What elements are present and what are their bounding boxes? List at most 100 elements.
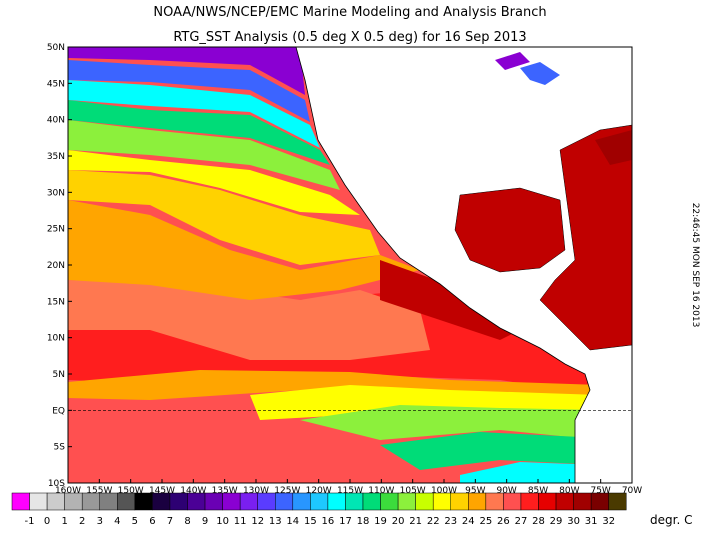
lat-label: 40N <box>47 116 65 126</box>
lon-label: 75W <box>590 486 610 496</box>
lat-label: 50N <box>47 43 65 53</box>
timestamp: 22:46:45 MON SEP 16 2013 <box>690 203 700 328</box>
colorbar-label: 19 <box>374 516 387 527</box>
colorbar-label: 12 <box>251 516 264 527</box>
colorbar-box <box>117 492 136 511</box>
lon-label: 70W <box>622 486 642 496</box>
colorbar-box <box>292 492 311 511</box>
colorbar-label: 14 <box>286 516 299 527</box>
colorbar-label: 25 <box>479 516 492 527</box>
colorbar-box <box>310 492 329 511</box>
colorbar-box <box>152 492 171 511</box>
lon-label: 120W <box>306 486 332 496</box>
lon-label: 155W <box>86 486 112 496</box>
colorbar-label: 17 <box>339 516 352 527</box>
lat-label: 10N <box>47 334 65 344</box>
lon-label: 150W <box>118 486 144 496</box>
lon-label: 85W <box>528 486 548 496</box>
colorbar-label: 27 <box>515 516 528 527</box>
colorbar-label: 4 <box>114 516 120 527</box>
lon-label: 110W <box>368 486 394 496</box>
colorbar-box <box>204 492 223 511</box>
colorbar-box <box>432 492 452 511</box>
lat-label: 20N <box>47 261 65 271</box>
colorbar-label: 31 <box>585 516 598 527</box>
colorbar-box <box>11 492 30 511</box>
colorbar-box <box>46 492 65 511</box>
colorbar-box <box>134 492 153 511</box>
colorbar-label: 9 <box>202 516 208 527</box>
colorbar-label: 11 <box>234 516 247 527</box>
colorbar-box <box>503 492 522 511</box>
colorbar-box <box>415 492 434 511</box>
colorbar-box <box>538 492 557 511</box>
colorbar-label: 7 <box>167 516 173 527</box>
lon-label: 135W <box>212 486 238 496</box>
colorbar-label: 29 <box>550 516 563 527</box>
lat-label: 45N <box>47 79 65 89</box>
subtitle: RTG_SST Analysis (0.5 deg X 0.5 deg) for… <box>173 30 526 45</box>
colorbar-box <box>275 492 294 511</box>
lat-label: 25N <box>47 225 65 235</box>
colorbar-label: 3 <box>97 516 103 527</box>
lon-label: 90W <box>496 486 516 496</box>
lat-label: EQ <box>52 406 65 416</box>
lat-label: 15N <box>47 297 65 307</box>
sst-map <box>68 47 632 483</box>
colorbar-label: 23 <box>444 516 457 527</box>
colorbar-label: 13 <box>269 516 282 527</box>
lon-label: 100W <box>431 486 457 496</box>
colorbar-box <box>187 492 206 511</box>
colorbar-label: 32 <box>602 516 615 527</box>
colorbar-label: 0 <box>44 516 50 527</box>
lat-label: 35N <box>47 152 65 162</box>
lon-label: 105W <box>400 486 426 496</box>
colorbar-label: 28 <box>532 516 545 527</box>
colorbar-label: 2 <box>79 516 85 527</box>
lat-label: 10S <box>48 479 65 489</box>
colorbar-box <box>608 492 627 511</box>
colorbar-box <box>99 492 118 511</box>
lon-label: 130W <box>243 486 269 496</box>
colorbar-box <box>362 492 381 511</box>
lon-label: 145W <box>149 486 175 496</box>
colorbar-box <box>169 492 188 511</box>
colorbar-label: -1 <box>25 516 35 527</box>
colorbar-label: 5 <box>132 516 138 527</box>
title: NOAA/NWS/NCEP/EMC Marine Modeling and An… <box>153 5 546 20</box>
colorbar-label: 18 <box>357 516 370 527</box>
colorbar-label: 16 <box>322 516 335 527</box>
colorbar-box <box>450 492 469 511</box>
colorbar-label: 8 <box>184 516 190 527</box>
colorbar-box <box>257 492 276 511</box>
colorbar-box <box>520 492 539 511</box>
colorbar-box <box>64 492 83 511</box>
lat-label: 5S <box>54 443 66 453</box>
lon-label: 125W <box>274 486 300 496</box>
colorbar-label: 22 <box>427 516 440 527</box>
colorbar-box <box>590 492 609 511</box>
colorbar-label: 6 <box>149 516 155 527</box>
colorbar-label: 15 <box>304 516 317 527</box>
colorbar-box <box>327 492 346 511</box>
lon-label: 140W <box>180 486 206 496</box>
colorbar-label: 10 <box>216 516 229 527</box>
colorbar-label: 30 <box>567 516 580 527</box>
lon-label: 95W <box>465 486 485 496</box>
colorbar-label: 20 <box>392 516 405 527</box>
lat-label: 5N <box>53 370 65 380</box>
lon-label: 80W <box>559 486 579 496</box>
lon-label: 115W <box>337 486 363 496</box>
unit-label: degr. C <box>650 513 692 527</box>
colorbar-label: 1 <box>61 516 67 527</box>
lat-label: 30N <box>47 188 65 198</box>
colorbar-label: 21 <box>409 516 422 527</box>
colorbar-box <box>397 492 416 511</box>
colorbar-label: 26 <box>497 516 510 527</box>
colorbar-box <box>380 492 399 511</box>
colorbar-box <box>222 492 241 511</box>
colorbar-label: 24 <box>462 516 475 527</box>
colorbar-box <box>555 492 574 511</box>
colorbar-box <box>485 492 504 511</box>
